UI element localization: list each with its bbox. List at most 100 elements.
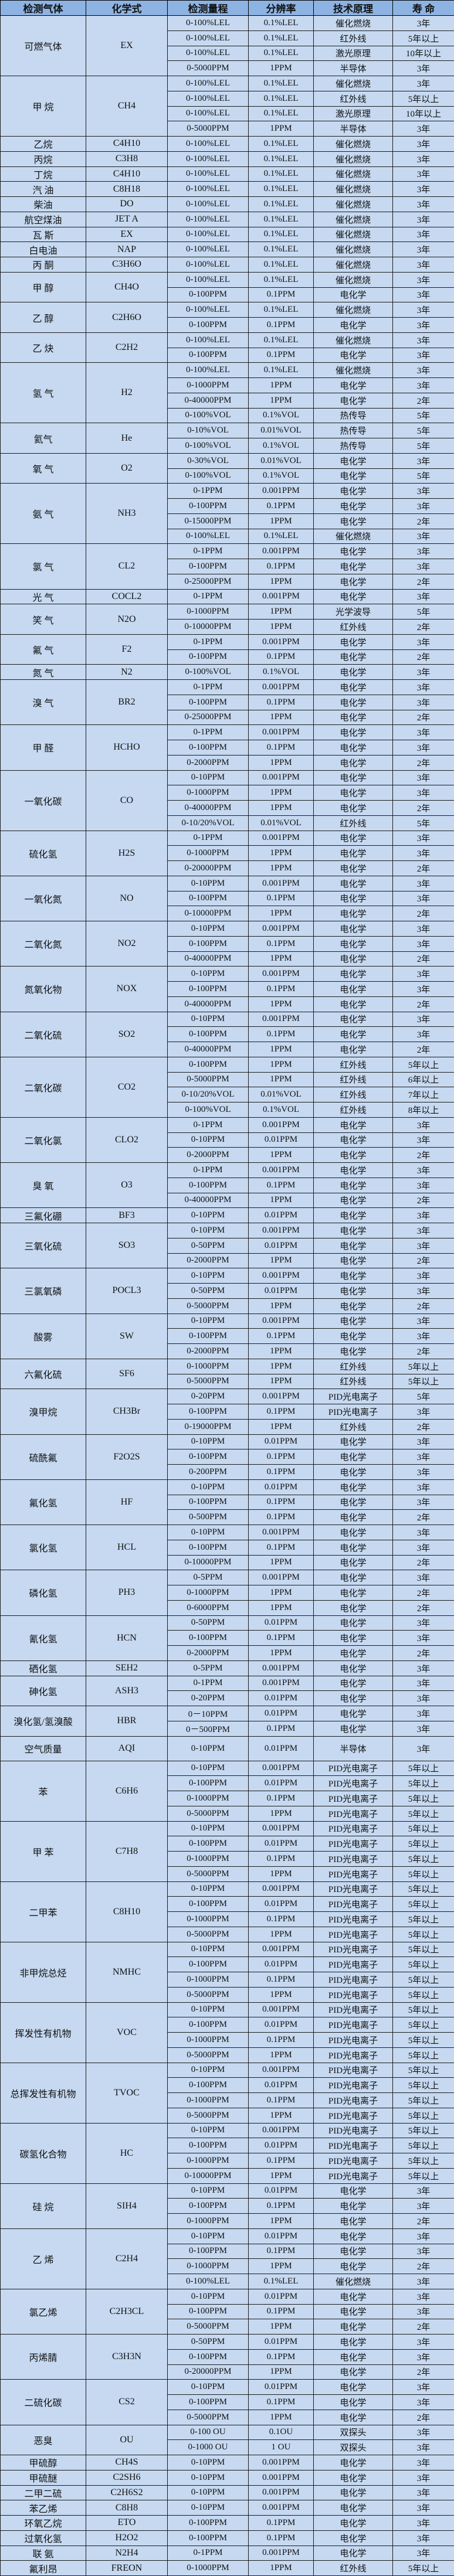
- lifespan-cell: 2年: [393, 1193, 454, 1208]
- formula-cell: NO: [86, 876, 168, 921]
- resolution-cell: 0.1PPM: [249, 2304, 314, 2319]
- gas-name-cell: 丁烷: [1, 166, 86, 182]
- resolution-cell: 1PPM: [249, 1057, 314, 1072]
- range-cell: 0-10PPM: [168, 1313, 249, 1329]
- principle-cell: 催化燃烧: [314, 197, 393, 212]
- range-cell: 0-1PPM: [168, 589, 249, 604]
- principle-cell: 半导体: [314, 61, 393, 76]
- principle-cell: PID光电离子: [314, 2168, 393, 2183]
- range-cell: 0－10PPM: [168, 1706, 249, 1721]
- principle-cell: 电化学: [314, 1691, 393, 1706]
- range-cell: 0-500PPM: [168, 1510, 249, 1525]
- range-cell: 0-10PPM: [168, 2455, 249, 2470]
- range-cell: 0-100%LEL: [168, 182, 249, 197]
- range-cell: 0-1000PPM: [168, 2033, 249, 2048]
- lifespan-cell: 3年: [393, 1223, 454, 1238]
- principle-cell: 电化学: [314, 1284, 393, 1299]
- resolution-cell: 0.001PPM: [249, 680, 314, 695]
- lifespan-cell: 5年: [393, 604, 454, 620]
- lifespan-cell: 3年: [393, 2425, 454, 2440]
- range-cell: 0-5000PPM: [168, 1987, 249, 2002]
- range-cell: 0-1PPM: [168, 544, 249, 559]
- principle-cell: 电化学: [314, 574, 393, 589]
- gas-name-cell: 丙烷: [1, 151, 86, 166]
- range-cell: 0-10PPM: [168, 1821, 249, 1836]
- formula-cell: CH4: [86, 76, 168, 137]
- principle-cell: 电化学: [314, 2470, 393, 2485]
- resolution-cell: 0.01PPM: [249, 1208, 314, 1223]
- resolution-cell: 0.001PPM: [249, 1163, 314, 1178]
- lifespan-cell: 3年: [393, 182, 454, 197]
- principle-cell: 热传导: [314, 423, 393, 438]
- lifespan-cell: 5年以上: [393, 2047, 454, 2063]
- principle-cell: 红外线: [314, 1057, 393, 1072]
- lifespan-cell: 2年: [393, 2214, 454, 2229]
- formula-cell: C8H8: [86, 2500, 168, 2516]
- formula-cell: SO3: [86, 1223, 168, 1268]
- gas-name-cell: 白电油: [1, 242, 86, 257]
- resolution-cell: 0.01PPM: [249, 1479, 314, 1495]
- lifespan-cell: 5年以上: [393, 2078, 454, 2093]
- gas-name-cell: 非甲烷总烃: [1, 1942, 86, 2002]
- principle-cell: 催化燃烧: [314, 151, 393, 166]
- range-cell: 0-100%LEL: [168, 166, 249, 182]
- resolution-cell: 1PPM: [249, 1072, 314, 1087]
- principle-cell: 电化学: [314, 967, 393, 982]
- principle-cell: PID光电离子: [314, 1987, 393, 2002]
- lifespan-cell: 3年: [393, 302, 454, 318]
- gas-name-cell: 乙 炔: [1, 332, 86, 363]
- formula-cell: H2O2: [86, 2530, 168, 2546]
- formula-cell: C2H6S2: [86, 2485, 168, 2500]
- gas-name-cell: 氮氧化物: [1, 967, 86, 1012]
- lifespan-cell: 5年以上: [393, 1776, 454, 1791]
- gas-name-cell: 甲 醇: [1, 272, 86, 302]
- lifespan-cell: 3年: [393, 2304, 454, 2319]
- principle-cell: 热传导: [314, 438, 393, 454]
- formula-cell: HF: [86, 1479, 168, 1524]
- lifespan-cell: 3年: [393, 227, 454, 242]
- formula-cell: BF3: [86, 1208, 168, 1223]
- range-cell: 0-40000PPM: [168, 1193, 249, 1208]
- principle-cell: 电化学: [314, 318, 393, 333]
- resolution-cell: 0.001PPM: [249, 2123, 314, 2138]
- resolution-cell: 0.1PPM: [249, 559, 314, 574]
- resolution-cell: 0.1PPM: [249, 936, 314, 951]
- principle-cell: PID光电离子: [314, 1866, 393, 1881]
- principle-cell: PID光电离子: [314, 1897, 393, 1912]
- resolution-cell: 0.001PPM: [249, 1389, 314, 1404]
- resolution-cell: 0.001PPM: [249, 1881, 314, 1897]
- lifespan-cell: 3年: [393, 1163, 454, 1178]
- principle-cell: 光学波导: [314, 604, 393, 620]
- resolution-cell: 0.001PPM: [249, 1761, 314, 1776]
- lifespan-cell: 5年以上: [393, 1852, 454, 1867]
- range-cell: 0-100%LEL: [168, 106, 249, 121]
- range-cell: 0-100PPM: [168, 1897, 249, 1912]
- range-cell: 0-1000PPM: [168, 2259, 249, 2274]
- resolution-cell: 0.1%LEL: [249, 227, 314, 242]
- principle-cell: 催化燃烧: [314, 332, 393, 348]
- gas-name-cell: 空气质量: [1, 1736, 86, 1761]
- lifespan-cell: 5年以上: [393, 1359, 454, 1374]
- gas-name-cell: 溴甲烷: [1, 1389, 86, 1434]
- lifespan-cell: 5年以上: [393, 2153, 454, 2169]
- range-cell: 0-1000PPM: [168, 2561, 249, 2576]
- range-cell: 0-1000PPM: [168, 846, 249, 861]
- resolution-cell: 0.1PPM: [249, 1449, 314, 1465]
- principle-cell: 催化燃烧: [314, 212, 393, 227]
- lifespan-cell: 3年: [393, 680, 454, 695]
- formula-cell: SF6: [86, 1359, 168, 1389]
- lifespan-cell: 3年: [393, 2500, 454, 2516]
- principle-cell: 电化学: [314, 801, 393, 816]
- principle-cell: 催化燃烧: [314, 2274, 393, 2289]
- range-cell: 0-20000PPM: [168, 2364, 249, 2380]
- resolution-cell: 0.1PPM: [249, 740, 314, 756]
- formula-cell: C2SH6: [86, 2470, 168, 2485]
